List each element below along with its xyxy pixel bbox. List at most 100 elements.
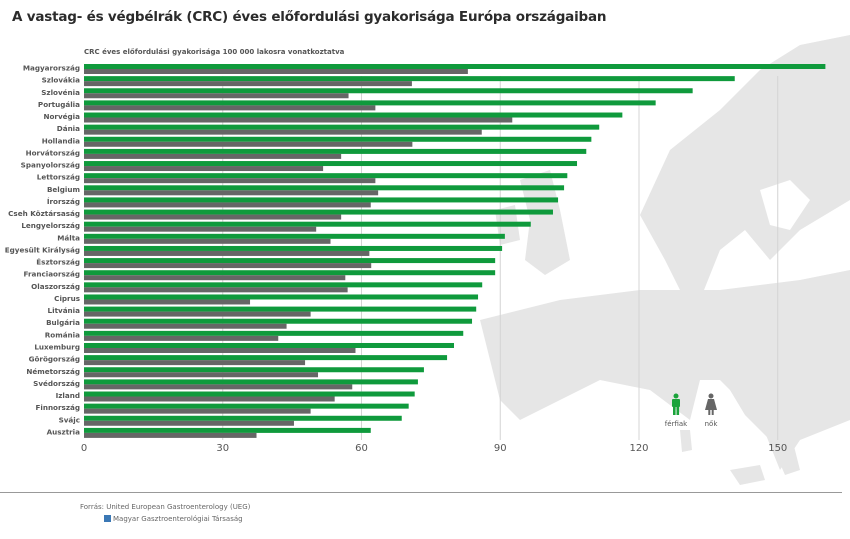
society-credit: Magyar Gasztroenterológiai Társaság: [104, 515, 243, 523]
category-label: Románia: [45, 330, 80, 339]
bar-women: [84, 396, 335, 402]
bar-men: [84, 379, 418, 385]
category-label: Olaszország: [31, 282, 80, 291]
bar-men: [84, 124, 600, 130]
bar-women: [84, 141, 413, 147]
category-label: Svájc: [59, 415, 80, 424]
bar-men: [84, 161, 578, 167]
bar-women: [84, 384, 353, 390]
category-label: Írország: [47, 197, 80, 206]
bar-men: [84, 355, 448, 361]
bar-women: [84, 226, 317, 232]
bar-women: [84, 420, 294, 426]
category-label: Ausztria: [47, 427, 81, 436]
bar-women: [84, 81, 412, 87]
bar-men: [84, 342, 454, 348]
legend-item-women: nők: [705, 393, 719, 428]
bar-men: [84, 185, 565, 191]
bar-women: [84, 323, 287, 329]
bar-chart: Magyarország Szlovákia Szlovénia Portugália…: [5, 35, 850, 485]
bar-men: [84, 76, 735, 82]
bar-women: [84, 153, 342, 159]
x-tick-label: 90: [494, 443, 507, 454]
category-label: Finnország: [35, 403, 80, 412]
category-label: Málta: [57, 233, 80, 242]
category-label: Dánia: [57, 124, 80, 133]
bar-men: [84, 245, 503, 251]
bar-men: [84, 367, 424, 373]
bar-men: [84, 136, 592, 142]
bar-men: [84, 173, 568, 179]
bar-women: [84, 238, 331, 244]
category-label: Magyarország: [23, 64, 80, 73]
bar-women: [84, 360, 306, 366]
bar-men: [84, 403, 409, 409]
bar-women: [84, 408, 311, 414]
x-tick-label: 150: [768, 443, 787, 454]
bar-men: [84, 88, 693, 94]
x-tick-label: 0: [81, 443, 87, 454]
bar-women: [84, 299, 251, 305]
category-label: Luxemburg: [34, 342, 80, 351]
bar-men: [84, 221, 531, 227]
category-label: Hollandia: [42, 136, 80, 145]
woman-icon: [705, 393, 717, 415]
bar-women: [84, 129, 482, 135]
bar-women: [84, 432, 257, 438]
society-name: Magyar Gasztroenterológiai Társaság: [113, 515, 243, 523]
legend: férfiak nők: [665, 393, 719, 428]
bar-men: [84, 294, 479, 300]
bar-women: [84, 93, 349, 99]
europe-map-background: [480, 35, 850, 485]
x-tick-label: 120: [629, 443, 648, 454]
bar-men: [84, 209, 553, 215]
bar-men: [84, 197, 559, 203]
category-label: Horvátország: [26, 148, 80, 157]
bar-men: [84, 270, 496, 276]
footer-divider: [0, 492, 842, 493]
bar-men: [84, 112, 623, 118]
bar-men: [84, 318, 473, 324]
category-label: Cseh Köztársaság: [8, 209, 80, 218]
legend-item-men: férfiak: [665, 393, 688, 428]
bar-men: [84, 282, 483, 288]
category-label: Szlovákia: [42, 76, 81, 85]
bar-men: [84, 427, 371, 433]
category-label: Egyesült Királyság: [5, 245, 80, 254]
bar-women: [84, 250, 370, 256]
category-label: Ciprus: [54, 294, 80, 303]
legend-label-men: férfiak: [665, 420, 688, 428]
category-label: Lengyelország: [21, 221, 80, 230]
bar-women: [84, 178, 376, 184]
bar-women: [84, 202, 371, 208]
society-logo-icon: [104, 515, 111, 522]
bar-men: [84, 64, 826, 69]
category-label: Norvégia: [43, 112, 80, 121]
bar-women: [84, 214, 342, 220]
bar-men: [84, 391, 415, 397]
category-label: Svédország: [33, 379, 80, 388]
bar-women: [84, 263, 372, 269]
bar-women: [84, 275, 346, 281]
bar-women: [84, 287, 348, 293]
category-label: Németország: [26, 367, 80, 376]
bar-men: [84, 148, 587, 154]
legend-label-women: nők: [705, 419, 719, 428]
bar-women: [84, 335, 279, 341]
source-note: Forrás: United European Gastroenterology…: [80, 503, 251, 511]
category-label: Lettország: [37, 173, 80, 182]
bar-women: [84, 347, 356, 353]
x-tick-label: 60: [355, 443, 368, 454]
category-label: Litvánia: [48, 306, 81, 315]
chart-subtitle: CRC éves előfordulási gyakorisága 100 00…: [84, 48, 345, 56]
category-label: Spanyolország: [21, 161, 80, 170]
bar-women: [84, 105, 376, 111]
bar-men: [84, 415, 402, 421]
bar-men: [84, 100, 656, 106]
x-tick-label: 30: [216, 443, 229, 454]
category-label: Észtország: [36, 258, 80, 267]
category-label: Franciaország: [24, 270, 80, 279]
category-label: Portugália: [38, 100, 80, 109]
category-label: Izland: [56, 391, 80, 400]
bar-women: [84, 311, 311, 317]
